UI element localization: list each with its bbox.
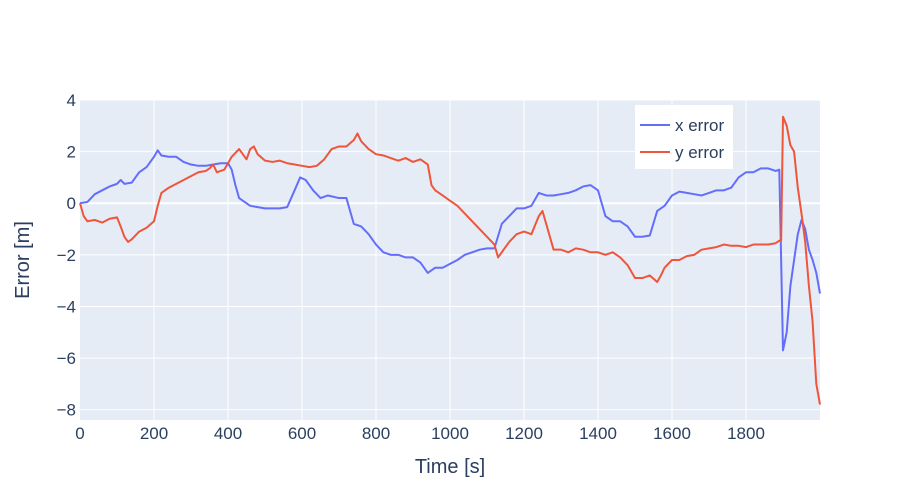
x-tick-label: 1600 bbox=[653, 424, 691, 443]
x-axis-title: Time [s] bbox=[415, 456, 485, 478]
y-tick-label: 2 bbox=[67, 143, 76, 162]
y-tick-label: −6 bbox=[57, 349, 76, 368]
x-axis-ticks: 0 200 400 600 800 1000 1200 1400 1600 1800 bbox=[75, 424, 765, 443]
x-tick-label: 1000 bbox=[431, 424, 469, 443]
legend-label-x-error: x error bbox=[675, 116, 724, 135]
x-tick-label: 200 bbox=[140, 424, 168, 443]
x-tick-label: 600 bbox=[288, 424, 316, 443]
y-axis-ticks: −8 −6 −4 −2 0 2 4 bbox=[57, 91, 76, 420]
y-tick-label: −2 bbox=[57, 246, 76, 265]
y-axis-title: Error [m] bbox=[12, 221, 34, 299]
y-tick-label: −8 bbox=[57, 401, 76, 420]
legend-box bbox=[635, 105, 733, 169]
x-tick-label: 1800 bbox=[727, 424, 765, 443]
x-tick-label: 1400 bbox=[579, 424, 617, 443]
legend-label-y-error: y error bbox=[675, 143, 724, 162]
x-tick-label: 0 bbox=[75, 424, 84, 443]
x-tick-label: 1200 bbox=[505, 424, 543, 443]
series-line-x-error bbox=[79, 149, 821, 352]
x-tick-label: 400 bbox=[214, 424, 242, 443]
y-tick-label: 0 bbox=[67, 194, 76, 213]
series-line-y-error bbox=[79, 115, 821, 405]
legend: x error y error bbox=[635, 105, 733, 169]
y-tick-label: −4 bbox=[57, 297, 76, 316]
y-tick-label: 4 bbox=[67, 91, 76, 110]
x-tick-label: 800 bbox=[362, 424, 390, 443]
series-lines bbox=[79, 115, 821, 405]
